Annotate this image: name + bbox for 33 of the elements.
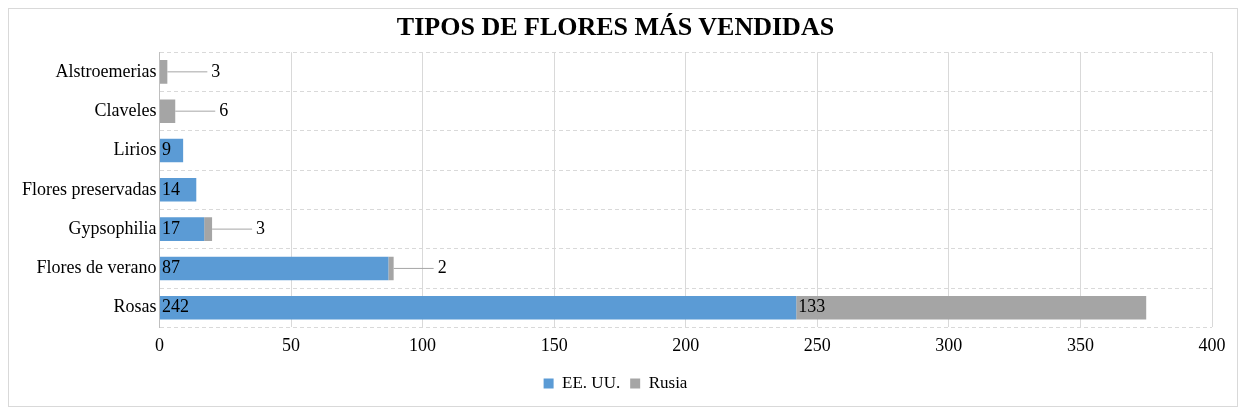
data-label: 3 bbox=[256, 217, 266, 238]
bar bbox=[159, 295, 797, 320]
legend-label: Rusia bbox=[648, 372, 688, 392]
legend-label: EE. UU. bbox=[562, 372, 621, 392]
bar bbox=[796, 295, 1147, 320]
x-tick-label: 50 bbox=[282, 334, 301, 355]
data-label: 133 bbox=[798, 296, 826, 317]
x-tick-label: 0 bbox=[154, 334, 164, 355]
chart-title: TIPOS DE FLORES MÁS VENDIDAS bbox=[396, 12, 835, 42]
data-label: 6 bbox=[219, 99, 229, 120]
x-tick-label: 250 bbox=[803, 334, 831, 355]
x-tick-label: 100 bbox=[409, 334, 437, 355]
x-tick-label: 350 bbox=[1066, 334, 1094, 355]
data-label: 14 bbox=[161, 178, 180, 199]
bar bbox=[159, 256, 389, 281]
y-tick-label: Flores de verano bbox=[36, 257, 157, 278]
y-tick-label: Alstroemerias bbox=[55, 60, 157, 81]
data-label: 3 bbox=[211, 60, 221, 81]
y-tick-label: Lirios bbox=[113, 139, 157, 160]
y-tick-label: Rosas bbox=[113, 296, 157, 317]
y-tick-label: Flores preservadas bbox=[21, 178, 157, 199]
y-tick-label: Claveles bbox=[94, 99, 157, 120]
y-tick-label: Gypsophilia bbox=[68, 217, 157, 238]
x-tick-label: 300 bbox=[935, 334, 963, 355]
data-label: 242 bbox=[161, 296, 189, 317]
x-tick-label: 150 bbox=[540, 334, 568, 355]
data-label: 2 bbox=[437, 257, 447, 278]
data-label: 9 bbox=[161, 139, 171, 160]
x-tick-label: 400 bbox=[1198, 334, 1226, 355]
bar bbox=[159, 217, 205, 241]
data-label: 17 bbox=[161, 217, 180, 238]
data-label: 87 bbox=[161, 257, 180, 278]
x-tick-label: 200 bbox=[672, 334, 700, 355]
